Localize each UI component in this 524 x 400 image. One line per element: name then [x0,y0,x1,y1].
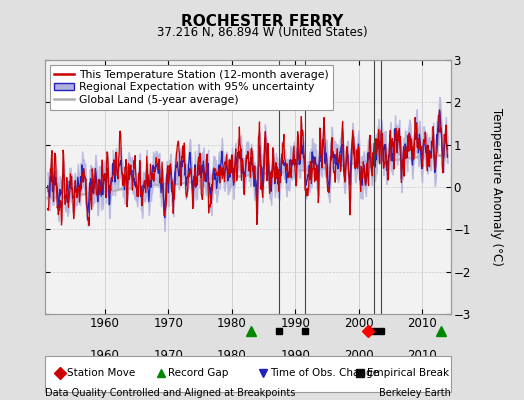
FancyBboxPatch shape [45,356,451,392]
Text: Data Quality Controlled and Aligned at Breakpoints: Data Quality Controlled and Aligned at B… [45,388,295,398]
Text: Berkeley Earth: Berkeley Earth [379,388,451,398]
Text: Empirical Break: Empirical Break [367,368,450,378]
Text: 1970: 1970 [154,349,183,362]
Text: ROCHESTER FERRY: ROCHESTER FERRY [181,14,343,29]
Text: Time of Obs. Change: Time of Obs. Change [270,368,379,378]
Text: 2010: 2010 [407,349,437,362]
Text: 2000: 2000 [344,349,374,362]
Text: 1980: 1980 [217,349,247,362]
Text: Record Gap: Record Gap [168,368,229,378]
Text: 1990: 1990 [280,349,310,362]
Text: Station Move: Station Move [67,368,135,378]
Text: 37.216 N, 86.894 W (United States): 37.216 N, 86.894 W (United States) [157,26,367,39]
Text: 1960: 1960 [90,349,120,362]
Y-axis label: Temperature Anomaly (°C): Temperature Anomaly (°C) [490,108,503,266]
Legend: This Temperature Station (12-month average), Regional Expectation with 95% uncer: This Temperature Station (12-month avera… [50,66,333,110]
